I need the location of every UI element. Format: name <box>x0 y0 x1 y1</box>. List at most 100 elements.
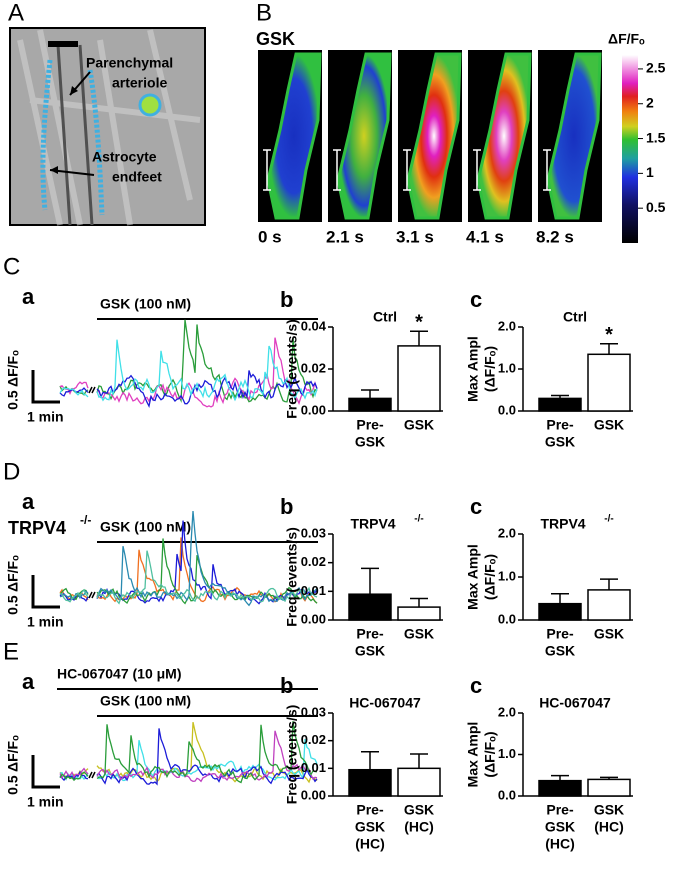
y-tick-label: 0.0 <box>498 787 516 802</box>
y-axis-label: Max Ampl <box>465 722 481 788</box>
trace <box>59 550 318 605</box>
condition-label: GSK <box>256 29 295 49</box>
x-tick-label: (HC) <box>404 819 434 835</box>
scale-bar <box>543 149 551 191</box>
y-axis-label: Max Ampl <box>465 336 481 402</box>
scale-bar <box>31 575 60 609</box>
scale-bar <box>333 149 341 191</box>
y-tick-label: 0.02 <box>301 554 326 569</box>
colorbar <box>622 55 638 243</box>
colorbar-tick-label: 2.5 <box>646 60 666 76</box>
bar <box>538 602 582 621</box>
y-tick-label: 0.02 <box>301 360 326 375</box>
panel-label: E <box>3 638 19 665</box>
y-tick-label: 2.0 <box>498 525 516 540</box>
panel-label: D <box>3 458 20 485</box>
scale-bar <box>473 149 481 191</box>
panel-sublabel: c <box>470 673 482 698</box>
y-axis-label: Freq (events/s) <box>284 319 300 419</box>
y-tick-label: 1.0 <box>498 360 516 375</box>
colorbar-tick-label: 2 <box>646 94 654 110</box>
x-tick-label: GSK <box>404 626 434 642</box>
time-label: 0 s <box>258 227 282 246</box>
bar <box>538 779 582 797</box>
colorbar-tick-label: 1 <box>646 164 654 180</box>
bar <box>348 397 392 412</box>
chart-title: HC-067047 <box>539 695 611 711</box>
y-axis-label: Freq (events/s) <box>284 705 300 805</box>
treatment-label: HC-067047 (10 μM) <box>57 666 182 682</box>
annotation: Astrocyte <box>92 149 157 165</box>
x-tick-label: (HC) <box>545 836 575 852</box>
y-axis-label: (ΔF/Fₒ) <box>482 554 498 600</box>
scale-x-label: 1 min <box>27 614 64 630</box>
y-tick-label: 0.04 <box>301 318 327 333</box>
y-axis-label: (ΔF/Fₒ) <box>482 731 498 777</box>
annotation: endfeet <box>112 169 162 185</box>
y-tick-label: 1.0 <box>498 568 516 583</box>
annotation: Parenchymal <box>86 55 173 71</box>
bar <box>538 397 582 412</box>
bar <box>397 767 441 797</box>
y-tick-label: 0.01 <box>301 583 326 598</box>
bar <box>348 768 392 797</box>
panel-label: A <box>8 0 24 26</box>
bar <box>587 353 631 412</box>
chart-title: Ctrl <box>373 309 397 325</box>
trace <box>59 730 318 783</box>
bar <box>397 345 441 412</box>
annotation: arteriole <box>112 75 167 91</box>
y-tick-label: 0.03 <box>301 525 326 540</box>
scale-x-label: 1 min <box>27 409 64 425</box>
x-tick-label: GSK <box>355 643 385 659</box>
scale-x-label: 1 min <box>27 794 64 810</box>
panel-sublabel: c <box>470 287 482 312</box>
genotype: TRPV4 <box>8 518 66 538</box>
x-tick-label: Pre- <box>356 626 384 642</box>
trace <box>59 339 318 402</box>
x-tick-label: Pre- <box>356 417 384 433</box>
chart-title-sup: -/- <box>604 514 613 525</box>
axis-break <box>88 771 96 779</box>
x-tick-label: GSK <box>594 626 624 642</box>
y-tick-label: 0.03 <box>301 704 326 719</box>
time-label: 3.1 s <box>396 227 434 246</box>
scale-y-label: 0.5 ΔF/Fₒ <box>5 350 21 410</box>
bar <box>587 589 631 621</box>
bar <box>397 606 441 621</box>
heatmap-cell <box>546 52 602 220</box>
x-tick-label: GSK <box>404 802 434 818</box>
treatment-label: GSK (100 nM) <box>100 519 191 535</box>
x-tick-label: Pre- <box>546 802 574 818</box>
panel-sublabel: a <box>22 669 35 694</box>
scale-bar <box>31 370 60 404</box>
heatmap-cell <box>336 52 392 220</box>
x-tick-label: GSK <box>404 417 434 433</box>
colorbar-title: ΔF/Fₒ <box>608 31 645 47</box>
scale-y-label: 0.5 ΔF/Fₒ <box>5 555 21 615</box>
y-axis-label: (ΔF/Fₒ) <box>482 346 498 392</box>
x-tick-label: GSK <box>545 434 575 450</box>
x-tick-label: Pre- <box>356 802 384 818</box>
x-tick-label: (HC) <box>355 836 385 852</box>
significance: * <box>605 324 613 346</box>
chart-title: TRPV4 <box>540 516 585 532</box>
panel-sublabel: b <box>280 494 293 519</box>
chart-title-sup: -/- <box>414 514 423 525</box>
colorbar-tick-label: 0.5 <box>646 199 666 215</box>
x-tick-label: GSK <box>594 417 624 433</box>
significance: * <box>415 311 423 333</box>
panel-sublabel: b <box>280 287 293 312</box>
treatment-label: GSK (100 nM) <box>100 693 191 709</box>
time-label: 4.1 s <box>466 227 504 246</box>
bar <box>348 593 392 621</box>
x-tick-label: Pre- <box>546 626 574 642</box>
y-tick-label: 2.0 <box>498 318 516 333</box>
colorbar-tick-label: 1.5 <box>646 129 666 145</box>
y-tick-label: 0.0 <box>498 611 516 626</box>
axis-break <box>88 386 96 394</box>
scale-bar <box>403 149 411 191</box>
trace <box>59 721 318 784</box>
x-tick-label: GSK <box>545 643 575 659</box>
